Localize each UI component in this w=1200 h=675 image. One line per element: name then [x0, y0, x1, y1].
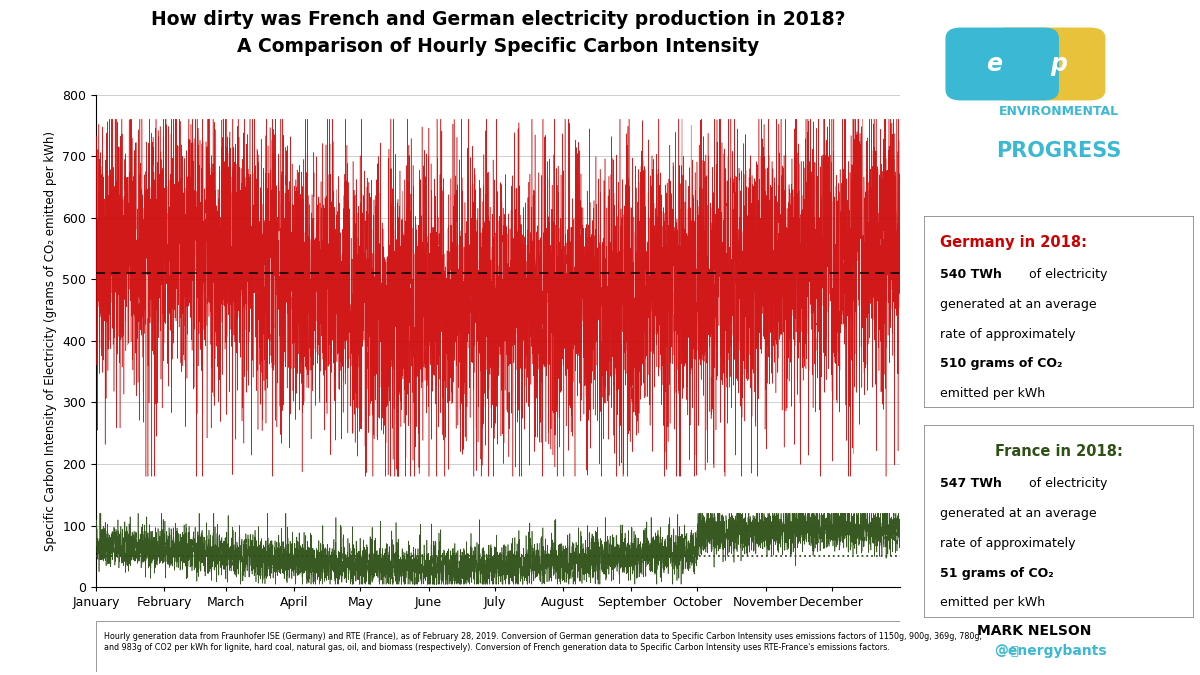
- Text: France in 2018:: France in 2018:: [995, 444, 1123, 460]
- Text: 547 TWh: 547 TWh: [941, 477, 1002, 490]
- Text: @energybants: @energybants: [994, 644, 1106, 658]
- Text: 510 grams of CO₂: 510 grams of CO₂: [941, 357, 1062, 371]
- Text: of electricity: of electricity: [1025, 477, 1108, 490]
- Text: 🐦: 🐦: [1010, 645, 1018, 658]
- Text: p: p: [1050, 52, 1068, 76]
- Y-axis label: Specific Carbon Intensity of Electricity (grams of CO₂ emitted per kWh): Specific Carbon Intensity of Electricity…: [43, 131, 56, 551]
- FancyBboxPatch shape: [924, 425, 1194, 618]
- Text: 51 grams of CO₂: 51 grams of CO₂: [941, 566, 1054, 580]
- Text: generated at an average: generated at an average: [941, 298, 1097, 310]
- Text: rate of approximately: rate of approximately: [941, 537, 1075, 550]
- Text: 540 TWh: 540 TWh: [941, 268, 1002, 281]
- Text: MARK NELSON: MARK NELSON: [977, 624, 1092, 638]
- Text: rate of approximately: rate of approximately: [941, 327, 1075, 341]
- FancyBboxPatch shape: [946, 28, 1060, 101]
- Text: emitted per kWh: emitted per kWh: [941, 387, 1045, 400]
- Text: Germany in 2018:: Germany in 2018:: [941, 236, 1087, 250]
- Text: e: e: [986, 52, 1002, 76]
- Text: of electricity: of electricity: [1025, 268, 1108, 281]
- FancyBboxPatch shape: [992, 28, 1105, 101]
- FancyBboxPatch shape: [924, 216, 1194, 408]
- Text: A Comparison of Hourly Specific Carbon Intensity: A Comparison of Hourly Specific Carbon I…: [236, 37, 760, 56]
- Text: Hourly generation data from Fraunhofer ISE (Germany) and RTE (France), as of Feb: Hourly generation data from Fraunhofer I…: [104, 632, 982, 651]
- Text: emitted per kWh: emitted per kWh: [941, 597, 1045, 610]
- FancyBboxPatch shape: [96, 621, 900, 672]
- Text: generated at an average: generated at an average: [941, 507, 1097, 520]
- Text: How dirty was French and German electricity production in 2018?: How dirty was French and German electric…: [151, 10, 845, 29]
- Text: ENVIRONMENTAL: ENVIRONMENTAL: [998, 105, 1120, 118]
- Text: PROGRESS: PROGRESS: [996, 142, 1122, 161]
